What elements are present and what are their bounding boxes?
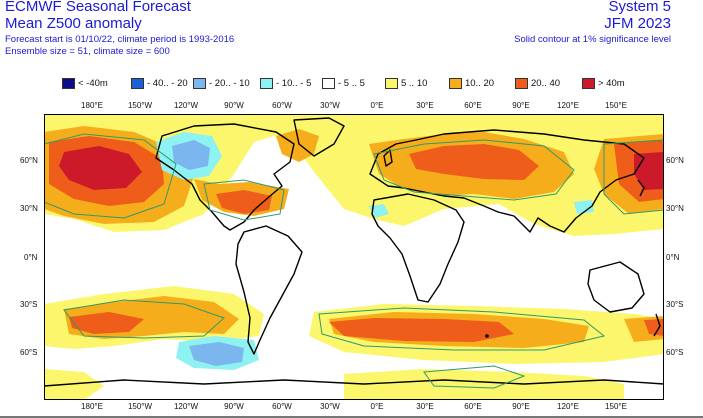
legend-swatch — [385, 78, 398, 89]
legend-label: - 5 .. 5 — [338, 78, 365, 89]
lat-tick-right: 30°N — [666, 204, 684, 213]
negative-anomalies — [156, 132, 594, 370]
antarctica — [44, 379, 664, 387]
europe-asia — [369, 129, 645, 233]
lon-tick: 90°E — [512, 101, 530, 110]
legend-swatch — [449, 78, 462, 89]
legend-swatch — [193, 78, 206, 89]
legend-item: 10.. 20 — [449, 78, 494, 89]
lon-tick: 0°E — [370, 402, 384, 411]
lon-tick: 150°E — [605, 402, 627, 411]
legend-item: < -40m — [62, 78, 108, 89]
ensemble-info: Ensemble size = 51, climate size = 600 — [5, 46, 170, 57]
legend-swatch — [515, 78, 528, 89]
legend-item: > 40m — [582, 78, 625, 89]
legend-swatch — [131, 78, 144, 89]
lat-tick-left: 0°N — [24, 253, 38, 262]
legend-label: 10.. 20 — [465, 78, 495, 89]
lon-tick: 90°W — [224, 101, 244, 110]
legend-item: 20.. 40 — [515, 78, 560, 89]
lat-tick-left: 30°S — [20, 300, 38, 309]
lon-tick: 120°E — [557, 101, 579, 110]
marker-dot — [485, 334, 489, 338]
legend-item: - 20.. - 10 — [193, 78, 250, 89]
legend-item: - 10.. - 5 — [260, 78, 311, 89]
anomaly-map — [44, 114, 664, 400]
lon-tick: 120°W — [173, 101, 199, 110]
lon-tick: 60°E — [464, 402, 482, 411]
north-america — [155, 123, 295, 231]
lon-tick: 60°W — [272, 402, 292, 411]
lon-tick: 180°E — [81, 101, 103, 110]
greenland — [293, 117, 345, 157]
lon-tick: 60°E — [464, 101, 482, 110]
lon-tick: 90°E — [512, 402, 530, 411]
lon-tick: 60°W — [272, 101, 292, 110]
legend-swatch — [62, 78, 75, 89]
forecast-info: Forecast start is 01/10/22, climate peri… — [5, 34, 235, 45]
south-america — [235, 225, 303, 355]
legend-label: - 20.. - 10 — [209, 78, 250, 89]
system-label: System 5 — [608, 0, 671, 15]
lon-tick: 150°E — [605, 101, 627, 110]
legend-label: > 40m — [598, 78, 625, 89]
bottom-border — [0, 416, 703, 418]
map-title: ECMWF Seasonal Forecast — [5, 0, 191, 15]
lon-tick: 120°E — [557, 402, 579, 411]
lat-tick-left: 60°S — [20, 348, 38, 357]
map-frame — [44, 114, 664, 400]
map-subtitle: Mean Z500 anomaly — [5, 15, 142, 32]
lon-tick: 30°W — [320, 101, 340, 110]
lon-tick: 150°W — [127, 402, 153, 411]
legend-swatch — [582, 78, 595, 89]
lon-tick: 120°W — [173, 402, 199, 411]
lon-tick: 90°W — [224, 402, 244, 411]
lat-tick-right: 0°N — [666, 253, 680, 262]
coastlines — [44, 117, 664, 387]
legend-item: - 5 .. 5 — [322, 78, 365, 89]
lat-tick-left: 30°N — [20, 204, 38, 213]
lat-tick-left: 60°N — [20, 156, 38, 165]
lon-ticks-top: 180°E 150°W 120°W 90°W 60°W 30°W 0°E 30°… — [0, 101, 703, 113]
uk — [383, 149, 393, 167]
legend-swatch — [260, 78, 273, 89]
lat-tick-right: 60°S — [666, 348, 684, 357]
lon-tick: 30°W — [320, 402, 340, 411]
legend-swatch — [322, 78, 335, 89]
legend-label: - 10.. - 5 — [276, 78, 312, 89]
legend-label: - 40.. - 20 — [147, 78, 188, 89]
legend-label: < -40m — [78, 78, 108, 89]
lon-tick: 30°E — [416, 402, 434, 411]
legend-item: - 40.. - 20 — [131, 78, 188, 89]
new-zealand — [653, 313, 661, 337]
significance-note: Solid contour at 1% significance level — [514, 34, 671, 45]
lat-tick-right: 60°N — [666, 156, 684, 165]
legend-item: 5 .. 10 — [385, 78, 427, 89]
legend-label: 20.. 40 — [531, 78, 561, 89]
lat-tick-right: 30°S — [666, 300, 684, 309]
period-label: JFM 2023 — [604, 15, 671, 32]
lon-tick: 30°E — [416, 101, 434, 110]
significance-contours — [44, 133, 664, 389]
japan — [637, 179, 645, 197]
lon-ticks-bottom: 180°E 150°W 120°W 90°W 60°W 30°W 0°E 30°… — [0, 402, 703, 414]
lon-tick: 0°E — [370, 101, 384, 110]
legend-label: 5 .. 10 — [401, 78, 428, 89]
lon-tick: 180°E — [81, 402, 103, 411]
australia — [587, 261, 645, 313]
africa — [371, 193, 465, 303]
lon-tick: 150°W — [127, 101, 153, 110]
